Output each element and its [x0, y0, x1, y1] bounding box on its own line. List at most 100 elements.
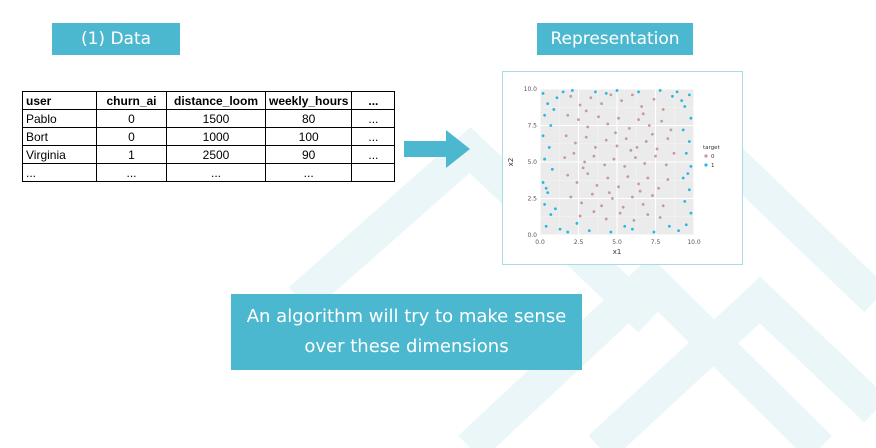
- right-arrow-icon: [404, 130, 470, 168]
- table-cell: Pablo: [22, 109, 97, 128]
- table-cell: 80: [264, 109, 353, 128]
- data-point: [637, 118, 640, 122]
- data-point: [554, 207, 557, 211]
- data-point: [543, 202, 547, 206]
- data-point: [617, 185, 620, 189]
- data-point: [686, 172, 690, 176]
- data-point: [614, 131, 617, 135]
- scatter-plot: 0.0 2.5 5.0 7.5 10.0 0.0 2.5 5.0 7.5 10.0 x1 x2 targ…: [507, 86, 721, 256]
- data-point: [569, 94, 573, 98]
- x-tick-label: 2.5: [574, 239, 584, 246]
- data-point: [623, 224, 627, 228]
- data-point: [637, 182, 640, 186]
- data-point: [561, 90, 565, 94]
- data-point: [644, 140, 648, 143]
- data-point: [606, 176, 610, 180]
- data-point: [604, 217, 608, 221]
- data-point: [575, 181, 579, 184]
- y-tick-label: 0.0: [527, 232, 537, 239]
- table-row: Virginia 1 2500 90 ...: [22, 145, 396, 164]
- callout-line-2: over these dimensions: [304, 336, 509, 357]
- data-point: [638, 189, 642, 193]
- data-point: [689, 211, 693, 215]
- table-cell: 1: [96, 145, 167, 164]
- table-cell: 90: [264, 145, 353, 164]
- data-point: [632, 219, 636, 222]
- data-point: [584, 109, 588, 113]
- data-point: [566, 173, 570, 177]
- data-point: [689, 116, 693, 120]
- data-point: [640, 105, 644, 108]
- data-point: [669, 128, 673, 132]
- callout-line-1: An algorithm will try to make sense: [246, 306, 567, 327]
- data-point: [587, 229, 591, 233]
- data-point: [651, 132, 654, 136]
- data-point: [578, 214, 582, 218]
- data-point: [658, 89, 662, 92]
- data-point: [586, 172, 590, 176]
- data-point: [621, 205, 625, 209]
- data-point: [631, 93, 634, 97]
- data-point: [664, 163, 668, 167]
- data-point: [543, 113, 547, 117]
- data-point: [658, 216, 662, 219]
- data-point: [550, 167, 554, 171]
- data-point: [615, 89, 619, 92]
- data-point: [655, 147, 659, 151]
- data-point: [675, 90, 679, 94]
- data-point: [580, 201, 583, 205]
- data-point: [617, 116, 620, 120]
- data-point: [687, 140, 691, 143]
- data-point: [572, 151, 576, 155]
- data-point: [652, 230, 656, 234]
- data-point: [677, 229, 680, 233]
- data-point: [581, 166, 585, 170]
- data-point: [623, 164, 627, 168]
- y-tick-label: 7.5: [527, 123, 537, 130]
- table-row: ... ... ... ...: [22, 163, 396, 182]
- data-point: [558, 227, 562, 231]
- table-cell: ...: [351, 109, 396, 128]
- data-point: [566, 113, 570, 117]
- data-point: [592, 154, 596, 158]
- x-axis-label: x1: [613, 248, 622, 256]
- data-point: [543, 157, 547, 161]
- representation-section-label: Representation: [537, 23, 693, 55]
- data-point: [631, 195, 634, 199]
- data-point: [629, 148, 633, 152]
- data-point: [544, 224, 548, 228]
- data-point: [575, 221, 579, 225]
- y-tick-label: 10.0: [524, 86, 538, 93]
- data-point: [592, 210, 596, 214]
- data-point: [637, 90, 640, 94]
- x-tick-label: 0.0: [535, 239, 545, 246]
- data-point: [624, 137, 628, 141]
- data-point: [594, 146, 597, 149]
- data-point: [626, 175, 630, 178]
- data-point: [643, 162, 647, 165]
- scatter-plot-image: 0.0 2.5 5.0 7.5 10.0 0.0 2.5 5.0 7.5 10.0 x1 x2 targ…: [502, 71, 743, 265]
- data-point: [646, 213, 650, 216]
- table-cell: Virginia: [22, 145, 97, 164]
- x-tick-label: 7.5: [651, 239, 661, 246]
- data-point: [661, 204, 665, 208]
- table-cell: ...: [96, 163, 167, 182]
- data-point: [563, 156, 567, 160]
- data-point: [635, 146, 639, 149]
- table-row: Pablo 0 1500 80 ...: [22, 109, 396, 128]
- table-header-row: user churn_ai distance_loom weekly_hours…: [22, 91, 396, 110]
- data-point: [689, 164, 693, 168]
- data-point: [666, 137, 670, 141]
- data-point: [672, 151, 676, 155]
- data-point: [641, 112, 645, 116]
- data-point: [681, 128, 685, 132]
- data-point: [604, 91, 608, 95]
- data-point: [651, 194, 654, 197]
- legend-marker: [704, 154, 708, 158]
- data-point: [586, 125, 590, 129]
- data-point: [547, 146, 551, 149]
- data-point: [577, 118, 580, 122]
- data-point: [604, 138, 608, 142]
- data-point: [574, 141, 577, 145]
- data-point: [641, 202, 645, 206]
